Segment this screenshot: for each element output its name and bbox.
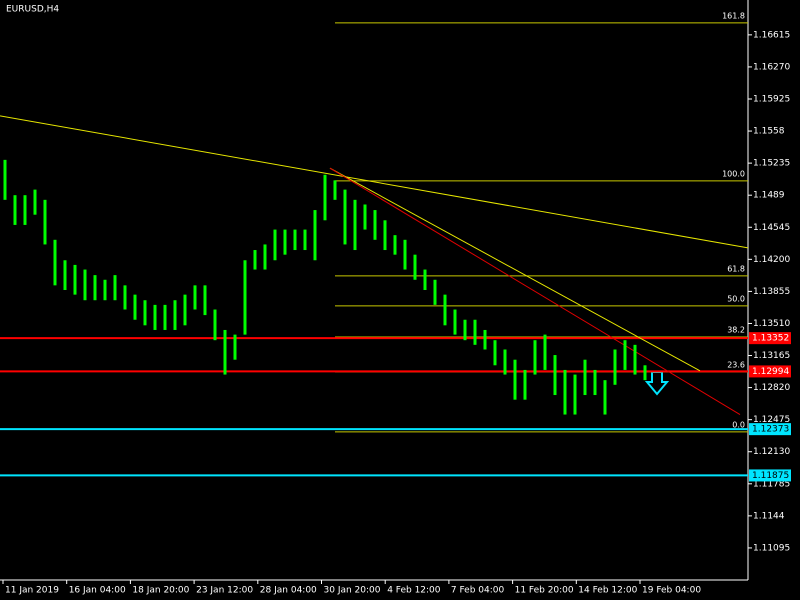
y-tick-label: 1.16270 [753, 62, 790, 72]
price-tag-label: 1.11875 [752, 471, 789, 481]
x-tick-label: 28 Jan 04:00 [260, 586, 317, 596]
fibo-label: 100.0 [722, 169, 745, 178]
x-tick-label: 23 Jan 12:00 [196, 586, 253, 596]
x-tick-label: 18 Jan 20:00 [132, 586, 189, 596]
x-tick-label: 11 Feb 20:00 [515, 586, 574, 596]
trendline [329, 167, 701, 372]
y-tick-label: 1.14545 [753, 223, 790, 233]
x-tick-label: 7 Feb 04:00 [451, 586, 505, 596]
price-tag-label: 1.12994 [752, 367, 789, 377]
x-tick-label: 4 Feb 12:00 [387, 586, 441, 596]
y-tick-label: 1.13855 [753, 287, 790, 297]
y-tick-label: 1.15925 [753, 94, 790, 104]
arrow-icon [644, 371, 670, 396]
y-tick-label: 1.1558 [753, 127, 785, 137]
y-tick-label: 1.11785 [753, 479, 790, 489]
fibo-label: 38.2 [727, 325, 745, 334]
fibo-label: 161.8 [722, 11, 745, 20]
y-tick-label: 1.15235 [753, 159, 790, 169]
chart-title: EURUSD,H4 [6, 5, 59, 15]
trendline [0, 115, 749, 249]
fibo-label: 61.8 [727, 264, 745, 273]
x-tick-label: 16 Jan 04:00 [69, 586, 126, 596]
price-tag [749, 332, 791, 345]
y-tick-label: 1.13510 [753, 319, 790, 329]
price-tag-label: 1.12373 [752, 425, 789, 435]
fibo-label: 50.0 [727, 294, 745, 303]
trendline [329, 167, 741, 415]
y-tick-label: 1.11095 [753, 543, 790, 553]
y-tick-label: 1.1144 [753, 511, 785, 521]
fibo-label: 0.0 [732, 420, 745, 429]
x-tick-label: 19 Feb 04:00 [642, 586, 701, 596]
y-tick-label: 1.16615 [753, 30, 790, 40]
y-tick-label: 1.14200 [753, 255, 790, 265]
y-tick-label: 1.12130 [753, 447, 790, 457]
y-tick-label: 1.13165 [753, 351, 790, 361]
price-tag [749, 469, 791, 482]
y-tick-label: 1.12475 [753, 415, 790, 425]
x-tick-label: 11 Jan 2019 [5, 586, 59, 596]
x-tick-label: 14 Feb 12:00 [578, 586, 637, 596]
fibo-label: 23.6 [727, 360, 745, 369]
price-tag-label: 1.13352 [752, 334, 789, 344]
y-tick-label: 1.1489 [753, 191, 785, 201]
price-tag [749, 423, 791, 436]
y-tick-label: 1.12820 [753, 383, 790, 393]
x-tick-label: 30 Jan 20:00 [324, 586, 381, 596]
price-tag [749, 365, 791, 378]
